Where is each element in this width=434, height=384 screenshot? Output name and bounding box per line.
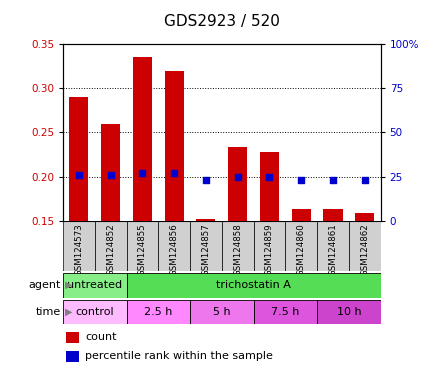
Text: 5 h: 5 h — [213, 307, 230, 317]
Bar — [291, 209, 310, 221]
Bar — [196, 219, 215, 221]
Bar — [63, 273, 126, 298]
Text: GSM124861: GSM124861 — [328, 223, 337, 276]
Bar — [164, 71, 183, 221]
Text: GSM124858: GSM124858 — [233, 223, 242, 276]
Point — [329, 177, 336, 183]
Bar — [285, 221, 316, 271]
Point — [76, 172, 82, 178]
Text: GSM124855: GSM124855 — [138, 223, 147, 276]
Bar — [323, 209, 342, 221]
Point — [202, 177, 209, 183]
Text: 10 h: 10 h — [336, 307, 360, 317]
Text: trichostatin A: trichostatin A — [216, 280, 290, 290]
Bar — [253, 221, 285, 271]
Bar — [316, 221, 348, 271]
Bar — [66, 332, 79, 343]
Bar — [126, 300, 190, 324]
Bar — [348, 221, 380, 271]
Point — [170, 170, 178, 176]
Text: count: count — [85, 332, 117, 342]
Point — [266, 174, 273, 180]
Bar — [126, 273, 380, 298]
Text: agent: agent — [29, 280, 61, 290]
Bar — [228, 147, 247, 221]
Text: GSM124852: GSM124852 — [106, 223, 115, 276]
Point — [233, 174, 240, 180]
Text: GSM124862: GSM124862 — [359, 223, 368, 276]
Point — [139, 170, 146, 176]
Text: 7.5 h: 7.5 h — [270, 307, 299, 317]
Bar — [190, 221, 221, 271]
Text: GSM124860: GSM124860 — [296, 223, 305, 276]
Bar — [221, 221, 253, 271]
Text: ▶: ▶ — [65, 307, 72, 317]
Bar — [133, 57, 151, 221]
Point — [107, 172, 114, 178]
Text: GDS2923 / 520: GDS2923 / 520 — [164, 14, 279, 29]
Bar — [95, 221, 126, 271]
Text: percentile rank within the sample: percentile rank within the sample — [85, 351, 273, 361]
Bar — [63, 221, 95, 271]
Text: GSM124856: GSM124856 — [169, 223, 178, 276]
Bar — [101, 124, 120, 221]
Bar — [63, 300, 126, 324]
Text: GSM124859: GSM124859 — [264, 223, 273, 276]
Point — [360, 177, 367, 183]
Bar — [66, 351, 79, 362]
Text: GSM124857: GSM124857 — [201, 223, 210, 276]
Text: time: time — [36, 307, 61, 317]
Text: 2.5 h: 2.5 h — [144, 307, 172, 317]
Bar — [355, 213, 373, 221]
Bar — [316, 300, 380, 324]
Text: ▶: ▶ — [65, 280, 72, 290]
Bar — [260, 152, 278, 221]
Bar — [69, 97, 88, 221]
Bar — [253, 300, 316, 324]
Bar — [190, 300, 253, 324]
Text: untreated: untreated — [67, 280, 122, 290]
Text: GSM124573: GSM124573 — [74, 223, 83, 276]
Bar — [158, 221, 190, 271]
Point — [297, 177, 304, 183]
Bar — [126, 221, 158, 271]
Text: control: control — [76, 307, 114, 317]
